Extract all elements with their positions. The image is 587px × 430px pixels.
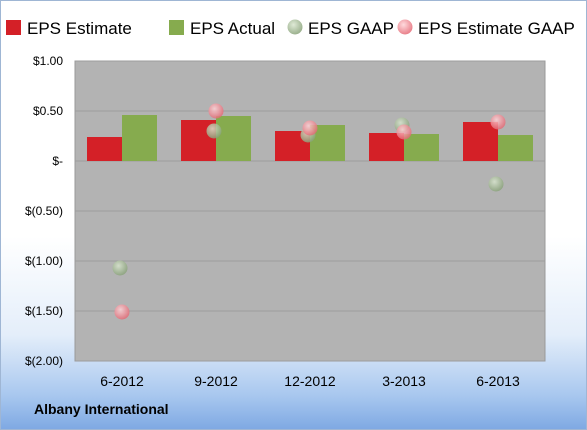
x-category-label: 6-2012 xyxy=(100,373,144,389)
x-category-label: 9-2012 xyxy=(194,373,238,389)
legend-marker-eps-estimate-gaap xyxy=(397,19,413,35)
bar-eps-actual xyxy=(498,135,533,161)
point-eps-estimate-gaap xyxy=(114,304,130,320)
y-tick-label: $1.00 xyxy=(33,54,63,68)
scatter-marks xyxy=(112,103,506,320)
point-eps-estimate-gaap xyxy=(302,120,318,136)
bar-eps-actual xyxy=(122,115,157,161)
y-tick-label: $(1.50) xyxy=(25,304,63,318)
bar-marks xyxy=(87,115,533,161)
point-eps-estimate-gaap xyxy=(396,124,412,140)
y-tick-label: $0.50 xyxy=(33,104,63,118)
x-category-label: 6-2013 xyxy=(476,373,520,389)
bar-eps-estimate xyxy=(463,122,498,161)
point-eps-gaap xyxy=(112,260,128,276)
bar-eps-actual xyxy=(404,134,439,161)
legend-swatch-eps-estimate xyxy=(6,20,21,35)
point-eps-estimate-gaap xyxy=(208,103,224,119)
point-eps-gaap xyxy=(206,123,222,139)
legend-label-eps-estimate-gaap: EPS Estimate GAAP xyxy=(418,19,575,38)
legend-label-eps-gaap: EPS GAAP xyxy=(308,19,394,38)
legend-label-eps-estimate: EPS Estimate xyxy=(27,19,132,38)
x-category-label: 12-2012 xyxy=(284,373,336,389)
bar-eps-estimate xyxy=(87,137,122,161)
legend-swatch-eps-actual xyxy=(169,20,184,35)
bar-eps-actual xyxy=(216,116,251,161)
y-axis-ticks: $1.00 $0.50 $- $(0.50) $(1.00) $(1.50) $(2.00) xyxy=(25,54,63,368)
legend: EPS Estimate EPS Actual EPS GAAP EPS Est… xyxy=(6,19,575,38)
point-eps-estimate-gaap xyxy=(490,114,506,130)
bar-eps-estimate xyxy=(369,133,404,161)
x-category-label: 3-2013 xyxy=(382,373,426,389)
x-axis-categories: 6-2012 9-2012 12-2012 3-2013 6-2013 xyxy=(100,373,520,389)
point-eps-gaap xyxy=(488,176,504,192)
y-tick-label: $(0.50) xyxy=(25,204,63,218)
y-tick-label: $(2.00) xyxy=(25,354,63,368)
y-tick-label: $- xyxy=(52,154,63,168)
legend-marker-eps-gaap xyxy=(287,19,303,35)
legend-label-eps-actual: EPS Actual xyxy=(190,19,275,38)
company-name: Albany International xyxy=(34,401,169,417)
y-tick-label: $(1.00) xyxy=(25,254,63,268)
